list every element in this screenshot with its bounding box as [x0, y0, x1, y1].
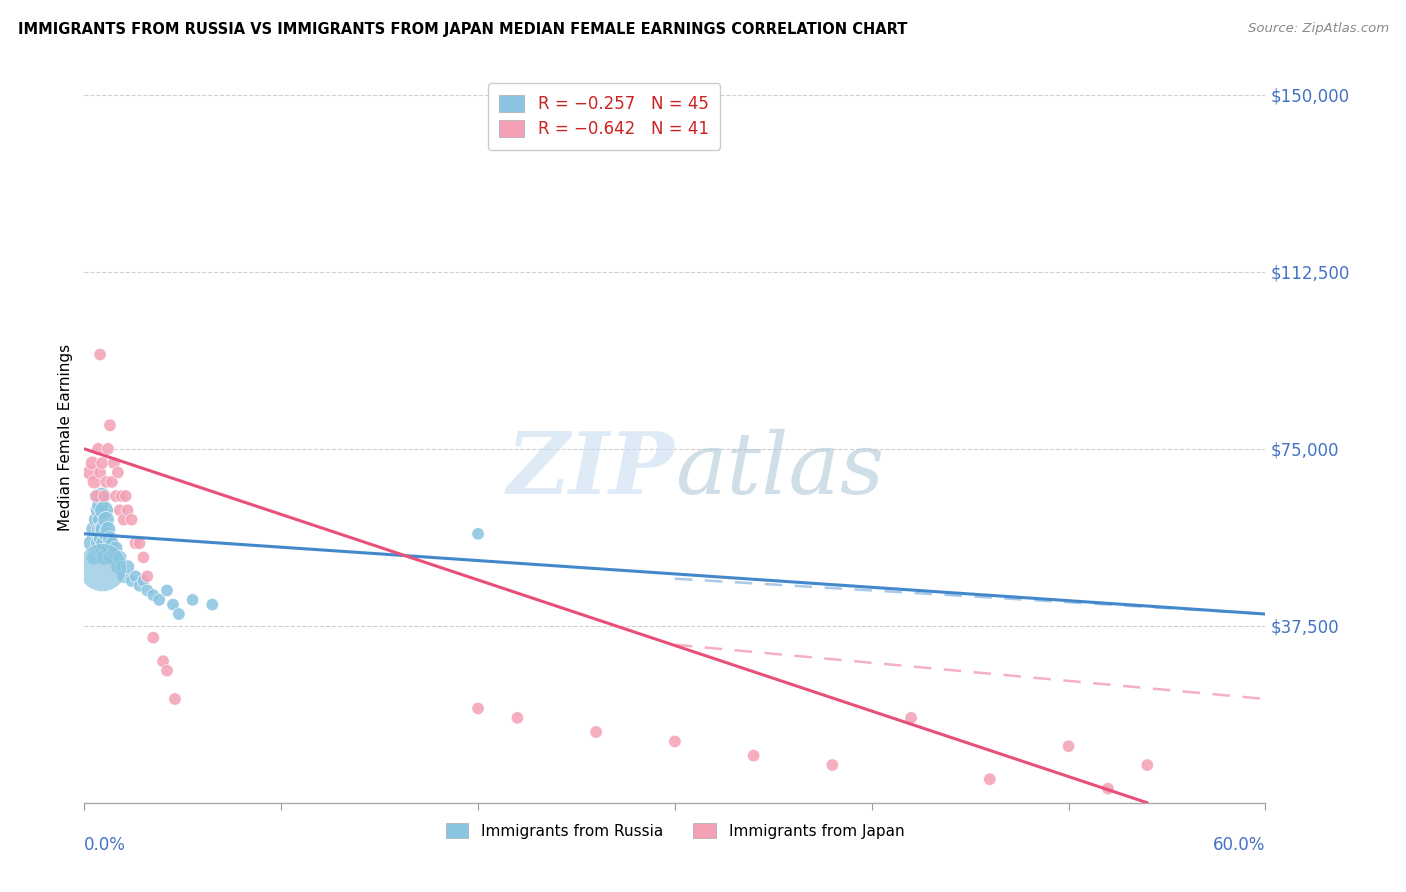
- Point: [111, 559, 134, 574]
- Point: [979, 772, 1001, 787]
- Point: [167, 607, 190, 621]
- Point: [664, 734, 686, 748]
- Point: [84, 489, 107, 503]
- Point: [142, 631, 165, 645]
- Point: [162, 598, 184, 612]
- Text: 0.0%: 0.0%: [84, 836, 127, 854]
- Point: [91, 546, 114, 560]
- Point: [114, 489, 136, 503]
- Point: [108, 550, 131, 565]
- Point: [821, 758, 844, 772]
- Point: [94, 526, 117, 541]
- Point: [103, 456, 125, 470]
- Point: [148, 593, 170, 607]
- Point: [83, 522, 105, 536]
- Point: [87, 536, 110, 550]
- Point: [156, 664, 179, 678]
- Point: [201, 598, 224, 612]
- Point: [117, 503, 139, 517]
- Point: [97, 442, 120, 456]
- Point: [93, 489, 115, 503]
- Point: [83, 475, 105, 489]
- Point: [112, 569, 135, 583]
- Point: [156, 583, 179, 598]
- Point: [89, 499, 111, 513]
- Point: [111, 489, 134, 503]
- Point: [94, 513, 117, 527]
- Point: [97, 522, 120, 536]
- Point: [97, 541, 120, 555]
- Point: [467, 526, 489, 541]
- Legend: Immigrants from Russia, Immigrants from Japan: Immigrants from Russia, Immigrants from …: [437, 815, 912, 847]
- Text: atlas: atlas: [675, 429, 884, 511]
- Point: [124, 536, 146, 550]
- Point: [83, 550, 105, 565]
- Text: 60.0%: 60.0%: [1213, 836, 1265, 854]
- Point: [132, 550, 155, 565]
- Point: [89, 532, 111, 546]
- Point: [585, 725, 607, 739]
- Point: [94, 475, 117, 489]
- Point: [93, 522, 115, 536]
- Point: [1057, 739, 1080, 754]
- Point: [93, 503, 115, 517]
- Point: [117, 559, 139, 574]
- Point: [84, 489, 107, 503]
- Point: [98, 532, 121, 546]
- Point: [128, 579, 150, 593]
- Point: [108, 503, 131, 517]
- Point: [107, 559, 129, 574]
- Point: [98, 418, 121, 433]
- Point: [506, 711, 529, 725]
- Point: [121, 513, 143, 527]
- Point: [89, 513, 111, 527]
- Point: [121, 574, 143, 588]
- Point: [136, 569, 159, 583]
- Point: [163, 692, 186, 706]
- Point: [142, 588, 165, 602]
- Point: [87, 503, 110, 517]
- Point: [104, 489, 127, 503]
- Point: [84, 513, 107, 527]
- Point: [87, 522, 110, 536]
- Point: [124, 569, 146, 583]
- Point: [136, 583, 159, 598]
- Point: [87, 442, 110, 456]
- Point: [103, 546, 125, 560]
- Point: [82, 536, 104, 550]
- Point: [93, 536, 115, 550]
- Text: IMMIGRANTS FROM RUSSIA VS IMMIGRANTS FROM JAPAN MEDIAN FEMALE EARNINGS CORRELATI: IMMIGRANTS FROM RUSSIA VS IMMIGRANTS FRO…: [18, 22, 908, 37]
- Point: [101, 536, 124, 550]
- Point: [132, 574, 155, 588]
- Point: [101, 475, 124, 489]
- Point: [107, 466, 129, 480]
- Point: [89, 466, 111, 480]
- Point: [91, 489, 114, 503]
- Point: [467, 701, 489, 715]
- Point: [1097, 781, 1119, 796]
- Point: [93, 550, 115, 565]
- Point: [742, 748, 765, 763]
- Point: [1136, 758, 1159, 772]
- Point: [91, 559, 114, 574]
- Point: [91, 456, 114, 470]
- Point: [112, 513, 135, 527]
- Text: Source: ZipAtlas.com: Source: ZipAtlas.com: [1249, 22, 1389, 36]
- Text: ZIP: ZIP: [508, 428, 675, 512]
- Point: [104, 541, 127, 555]
- Point: [91, 522, 114, 536]
- Point: [82, 456, 104, 470]
- Point: [181, 593, 204, 607]
- Point: [128, 536, 150, 550]
- Point: [79, 466, 101, 480]
- Point: [89, 347, 111, 361]
- Point: [900, 711, 922, 725]
- Point: [98, 550, 121, 565]
- Y-axis label: Median Female Earnings: Median Female Earnings: [58, 343, 73, 531]
- Point: [152, 654, 174, 668]
